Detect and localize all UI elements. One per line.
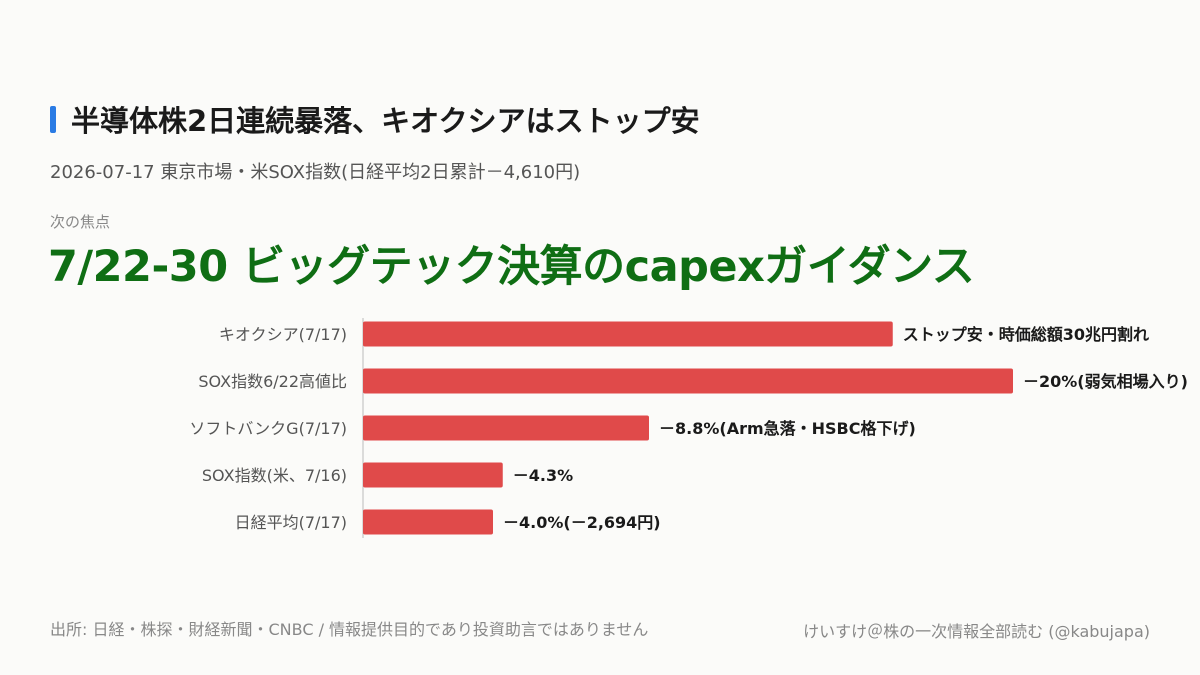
source-note: 出所: 日経・株探・財経新聞・CNBC / 情報提供目的であり投資助言ではありま…: [50, 620, 649, 639]
category-label: SOX指数(米、7/16): [202, 466, 347, 485]
bar: [363, 321, 893, 347]
category-label: 日経平均(7/17): [235, 513, 347, 532]
title-accent-bar: [50, 105, 56, 133]
data-label: －20%(弱気相場入り): [1023, 372, 1188, 391]
bar: [363, 462, 503, 488]
focus-headline: 7/22-30 ビッグテック決算のcapexガイダンス: [48, 242, 975, 292]
data-label: ストップ安・時価総額30兆円割れ: [903, 325, 1149, 344]
title-row: 半導体株2日連続暴落、キオクシアはストップ安: [50, 102, 700, 138]
focus-label: 次の焦点: [50, 213, 111, 231]
data-label: －4.0%(－2,694円): [503, 513, 661, 532]
page-title: 半導体株2日連続暴落、キオクシアはストップ安: [71, 104, 700, 138]
bar: [363, 415, 649, 441]
author-credit: けいすけ＠株の一次情報全部読む (@kabujapa): [803, 622, 1150, 641]
category-label: ソフトバンクG(7/17): [189, 419, 347, 438]
bar: [363, 509, 493, 535]
category-label: SOX指数6/22高値比: [198, 372, 347, 391]
data-label: －4.3%: [513, 466, 573, 485]
data-label: －8.8%(Arm急落・HSBC格下げ): [659, 419, 916, 438]
category-label: キオクシア(7/17): [219, 325, 347, 344]
page-subtitle: 2026-07-17 東京市場・米SOX指数(日経平均2日累計－4,610円): [50, 162, 581, 183]
bar: [363, 368, 1013, 394]
bar-chart: キオクシア(7/17) ストップ安・時価総額30兆円割れ SOX指数6/22高値比 －…: [189, 318, 1188, 538]
